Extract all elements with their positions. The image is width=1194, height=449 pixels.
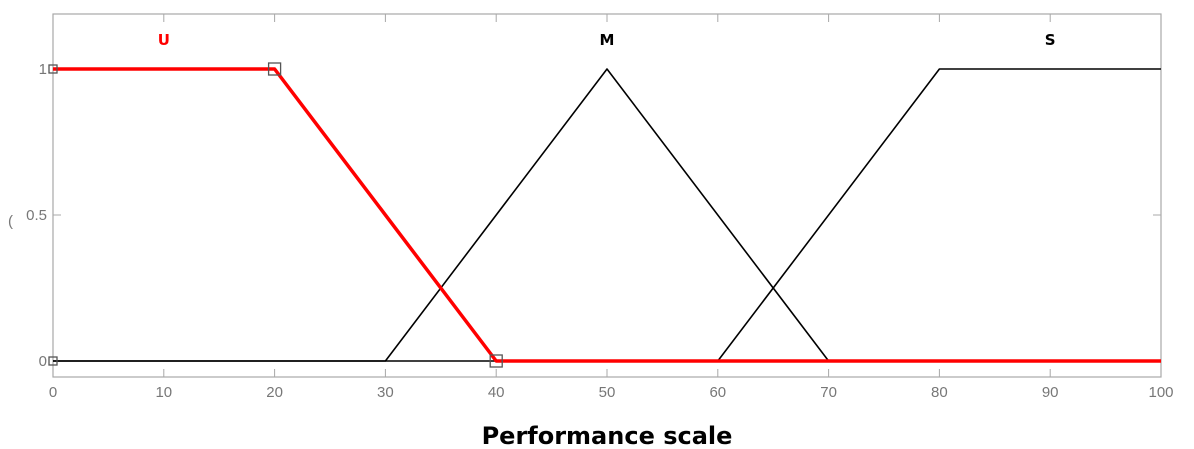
x-tick-label: 50 bbox=[599, 384, 616, 401]
y-axis-label-artifact: ( bbox=[8, 213, 13, 230]
x-tick-label: 30 bbox=[377, 384, 394, 401]
x-tick-label: 20 bbox=[266, 384, 283, 401]
mf-label-u: U bbox=[158, 31, 170, 49]
plot-area-frame bbox=[52, 13, 1162, 378]
x-tick-label: 70 bbox=[820, 384, 837, 401]
series-layer bbox=[53, 67, 1161, 363]
x-axis-title: Performance scale bbox=[482, 422, 733, 449]
y-tick-label: 0.5 bbox=[26, 207, 47, 224]
x-tick-label: 40 bbox=[488, 384, 505, 401]
handle-layer bbox=[48, 62, 503, 368]
x-tick-label: 80 bbox=[931, 384, 948, 401]
series-line-s bbox=[53, 68, 1161, 362]
x-tick-label: 60 bbox=[709, 384, 726, 401]
series-handle-marker bbox=[267, 62, 282, 76]
x-tick-label: 90 bbox=[1042, 384, 1059, 401]
y-tick-label: 1 bbox=[39, 61, 47, 78]
mf-label-s: S bbox=[1045, 31, 1056, 49]
series-handle-marker bbox=[48, 356, 58, 366]
x-tick-label: 100 bbox=[1148, 384, 1173, 401]
series-handle-marker bbox=[48, 64, 58, 74]
x-tick-label: 10 bbox=[155, 384, 172, 401]
tick-layer: 0 10 20 30 40 50 60 70 80 90 100 0 0.5 1 bbox=[26, 14, 1174, 401]
series-handle-marker bbox=[489, 354, 503, 368]
x-tick-label: 0 bbox=[49, 384, 57, 401]
y-tick-label: 0 bbox=[39, 353, 47, 370]
plot-frame-layer bbox=[52, 13, 1162, 378]
mf-label-m: M bbox=[600, 31, 615, 49]
series-line-u bbox=[53, 67, 1161, 363]
